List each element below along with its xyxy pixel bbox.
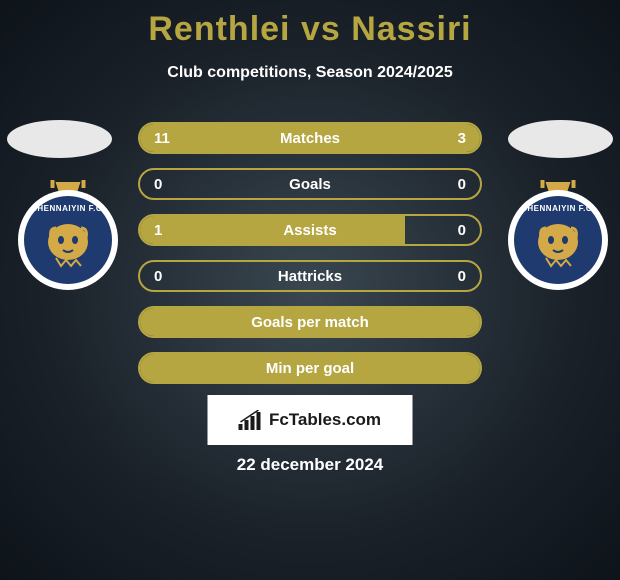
stat-value-right: 0: [458, 222, 466, 239]
stat-fill-left: [140, 216, 405, 244]
stat-value-left: 11: [154, 130, 170, 147]
club-logo-left: CHENNAIYIN F.C.: [18, 180, 118, 290]
stat-bar: 0 Goals 0: [138, 168, 482, 200]
stat-bar: Min per goal: [138, 352, 482, 384]
stat-value-left: 0: [154, 176, 162, 193]
stat-value-right: 3: [458, 130, 466, 147]
logo-inner: CHENNAIYIN F.C.: [514, 196, 602, 284]
player-avatar-left: [7, 120, 112, 158]
stat-fill-right: [405, 124, 480, 152]
stat-bar: 11 Matches 3: [138, 122, 482, 154]
stat-fill-left: [140, 124, 405, 152]
player-avatar-right: [508, 120, 613, 158]
subtitle: Club competitions, Season 2024/2025: [0, 64, 620, 82]
stat-label: Goals per match: [251, 314, 369, 331]
stat-value-right: 0: [458, 176, 466, 193]
lion-icon: [41, 218, 96, 273]
stat-bar: Goals per match: [138, 306, 482, 338]
brand-text: FcTables.com: [269, 410, 381, 430]
stat-label: Min per goal: [266, 360, 354, 377]
chart-icon: [239, 410, 263, 430]
logo-circle: CHENNAIYIN F.C.: [18, 190, 118, 290]
logo-circle: CHENNAIYIN F.C.: [508, 190, 608, 290]
stat-value-left: 1: [154, 222, 162, 239]
stat-bar: 1 Assists 0: [138, 214, 482, 246]
brand-box[interactable]: FcTables.com: [208, 395, 413, 445]
date-text: 22 december 2024: [237, 455, 384, 475]
stat-bar: 0 Hattricks 0: [138, 260, 482, 292]
club-name-text: CHENNAIYIN F.C.: [521, 204, 595, 213]
page-title: Renthlei vs Nassiri: [0, 0, 620, 49]
stat-label: Hattricks: [278, 268, 342, 285]
club-name-text: CHENNAIYIN F.C.: [31, 204, 105, 213]
stat-label: Goals: [289, 176, 331, 193]
stat-value-right: 0: [458, 268, 466, 285]
stat-label: Assists: [283, 222, 336, 239]
logo-inner: CHENNAIYIN F.C.: [24, 196, 112, 284]
lion-icon: [531, 218, 586, 273]
stats-container: 11 Matches 3 0 Goals 0 1 Assists 0 0 Hattricks 0 Goa…: [138, 122, 482, 398]
club-logo-right: CHENNAIYIN F.C.: [508, 180, 608, 290]
stat-label: Matches: [280, 130, 340, 147]
stat-value-left: 0: [154, 268, 162, 285]
